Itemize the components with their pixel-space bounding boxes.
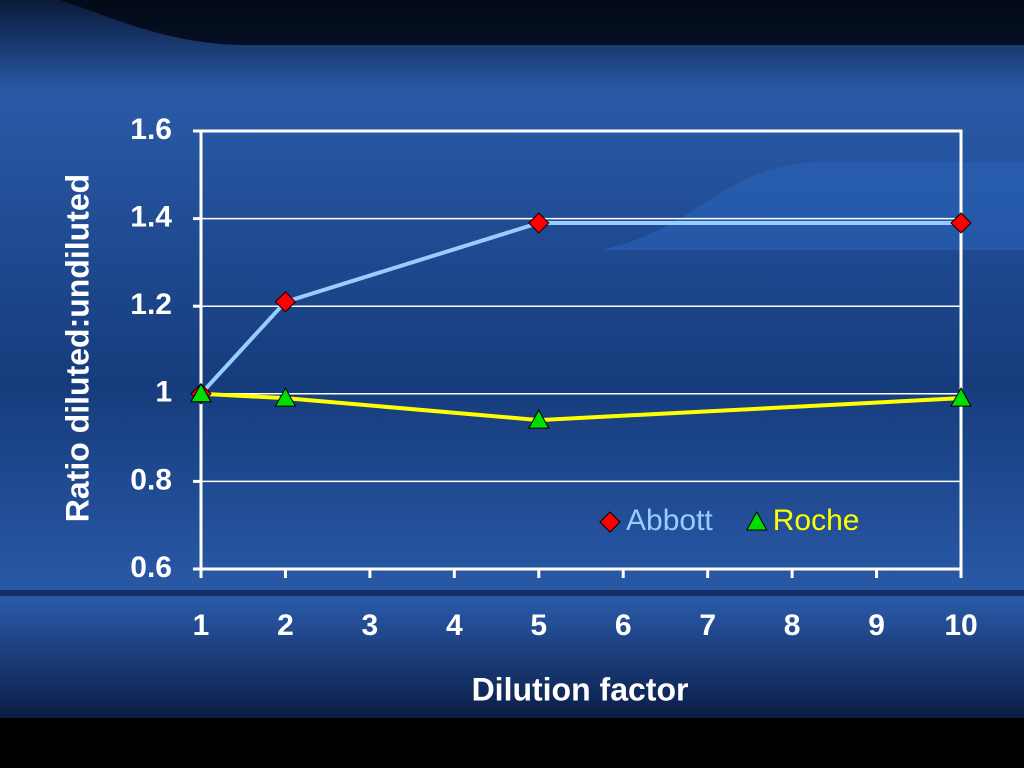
x-tick-label: 10 [944,609,977,642]
diamond-marker [950,212,972,234]
y-tick-label: 0.8 [130,463,172,496]
diamond-marker [528,212,550,234]
triangle-marker [190,382,212,403]
x-axis-title: Dilution factor [472,671,689,707]
triangle-marker [950,387,972,407]
series-line [199,220,961,396]
legend-label: Roche [773,504,860,537]
x-tick-label: 7 [699,609,716,642]
triangle-marker [527,409,550,429]
x-tick-label: 3 [362,609,379,642]
x-tick-label: 4 [446,609,463,642]
x-tick-label: 8 [784,609,801,642]
background-band [0,718,1024,768]
x-tick-label: 2 [277,609,294,642]
y-axis-title: Ratio diluted:undiluted [59,174,95,522]
y-tick-label: 0.6 [130,551,172,584]
x-tick-label: 6 [615,609,632,642]
background-swoosh [600,162,1024,250]
y-tick-label: 1 [155,376,172,409]
y-tick-label: 1.4 [130,201,172,234]
plot-frame [199,129,963,571]
background-band [0,590,1024,596]
series-line [200,391,962,423]
diamond-marker [274,291,297,313]
legend-marker [745,510,768,531]
x-tick-label: 1 [193,609,210,642]
x-tick-label: 5 [530,609,547,642]
triangle-marker [274,387,297,407]
legend-marker [599,511,621,533]
legend-label: Abbott [626,504,713,537]
y-tick-label: 1.2 [130,288,172,321]
x-tick-label: 9 [868,609,885,642]
y-tick-label: 1.6 [130,113,172,146]
background-band [0,0,1024,45]
